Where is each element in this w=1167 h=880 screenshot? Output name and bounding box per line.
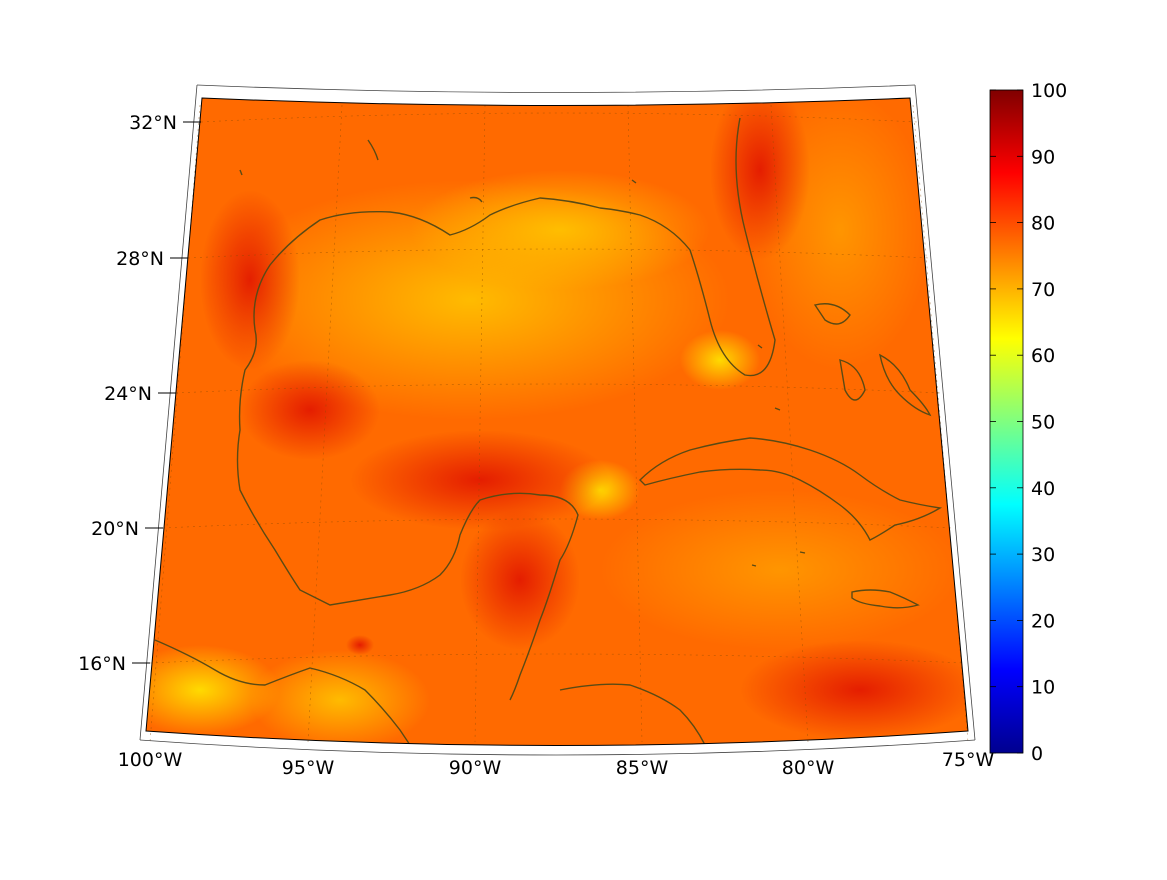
parallel-line — [200, 112, 918, 123]
jamaica — [851, 589, 920, 609]
central-america-caribbean-coast — [559, 683, 706, 746]
frame-border-left — [139, 84, 198, 741]
longitude-tick-label: 75°W — [942, 749, 995, 771]
longitude-labels: 100°W 95°W 90°W 85°W 80°W 75°W — [118, 749, 995, 779]
islands — [239, 139, 806, 567]
parallel-line — [175, 383, 942, 394]
field-patch — [460, 510, 580, 650]
longitude-tick-label: 80°W — [782, 757, 835, 779]
parallel-line — [149, 653, 966, 664]
field-patch — [600, 490, 960, 650]
latitude-tick-label: 24°N — [104, 383, 152, 405]
colorbar-tick-label: 20 — [1031, 610, 1055, 632]
bahamas — [813, 303, 932, 417]
frame-border-right — [914, 84, 976, 741]
longitude-tick-label: 85°W — [616, 757, 669, 779]
colorbar-tick-label: 10 — [1031, 677, 1055, 699]
gulf-coastline — [236, 117, 776, 701]
field-patch — [710, 98, 810, 260]
meridian-line — [770, 104, 809, 743]
colorbar-tick-label: 30 — [1031, 544, 1055, 566]
latitude-labels: 32°N 28°N 24°N 20°N 16°N — [78, 112, 201, 675]
meridian-line — [912, 104, 969, 743]
meridian-line — [627, 104, 643, 743]
central-america-coastline — [154, 639, 411, 746]
longitude-tick-label: 100°W — [118, 749, 183, 771]
colorbar-tick-label: 80 — [1031, 213, 1055, 235]
colorbar-ticks: 0 10 20 30 40 50 60 70 80 90 100 — [990, 80, 1067, 765]
field-patch — [250, 650, 430, 746]
meridian-line — [149, 104, 201, 743]
field-patch — [410, 170, 710, 290]
field-patch — [146, 645, 280, 735]
longitude-tick-label: 95°W — [282, 757, 335, 779]
colorbar-tick-label: 90 — [1031, 146, 1055, 168]
cuba — [639, 437, 943, 541]
latitude-tick-label: 20°N — [91, 518, 139, 540]
field-patch — [680, 330, 760, 390]
coastlines — [154, 117, 943, 746]
colorbar-tick-label: 40 — [1031, 478, 1055, 500]
latitude-tick-label: 16°N — [78, 653, 126, 675]
latitude-tick-label: 28°N — [116, 248, 164, 270]
field-layer — [146, 98, 968, 746]
colorbar-tick-label: 0 — [1031, 743, 1043, 765]
meridian-line — [307, 104, 343, 743]
colorbar-tick-label: 50 — [1031, 412, 1055, 434]
graticule — [149, 104, 969, 743]
frame-border-top — [196, 84, 916, 93]
meridian-line — [474, 104, 486, 743]
colorbar-tick-label: 70 — [1031, 279, 1055, 301]
field-patch — [200, 190, 300, 370]
latitude-tick-label: 32°N — [129, 112, 177, 134]
field-patch — [240, 360, 380, 460]
map-frame — [145, 97, 969, 746]
field-patch — [350, 430, 610, 530]
colorbar-tick-label: 60 — [1031, 345, 1055, 367]
frame-border-bottom — [139, 739, 976, 756]
field-patch — [346, 635, 374, 655]
field-patch — [740, 640, 968, 740]
longitude-tick-label: 90°W — [449, 757, 502, 779]
colorbar-tick-label: 100 — [1031, 80, 1067, 102]
